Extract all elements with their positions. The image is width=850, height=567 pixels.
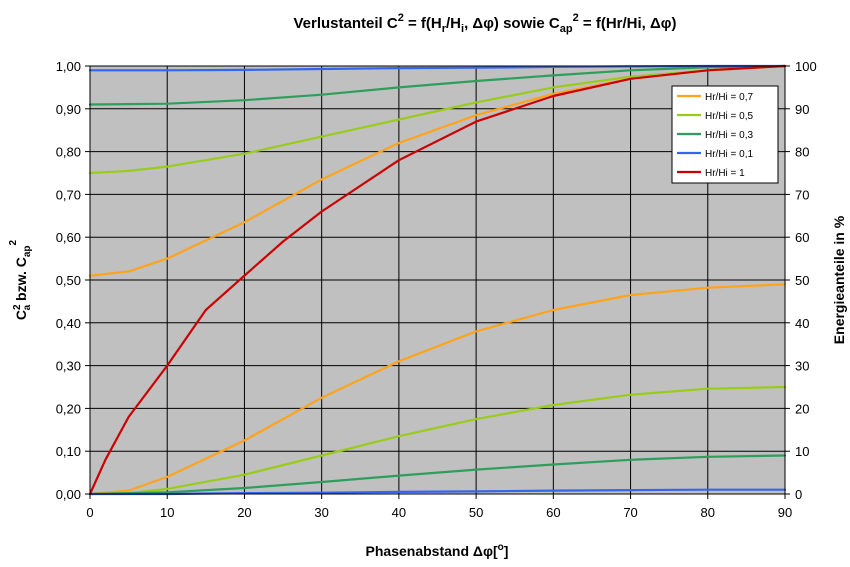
x-axis: 0 10 20 30 40 50 60 70 80 90: [86, 494, 792, 520]
right-y-tick-label: 0: [795, 487, 802, 502]
x-tick-label: 90: [778, 505, 792, 520]
x-tick-label: 10: [160, 505, 174, 520]
legend-label: Hr/Hi = 0,1: [705, 149, 754, 160]
right-y-tick-label: 60: [795, 230, 809, 245]
x-tick-label: 0: [86, 505, 93, 520]
left-y-tick-label: 0,30: [56, 359, 81, 374]
right-y-tick-label: 10: [795, 444, 809, 459]
right-y-tick-label: 80: [795, 145, 809, 160]
x-tick-label: 20: [237, 505, 251, 520]
series-line: [88, 454, 787, 496]
left-y-axis-label: C2a bzw. Cap2: [8, 239, 33, 320]
series-line: [88, 385, 787, 496]
left-y-axis: 0,00 0,10 0,20 0,30 0,40 0,50 0,60 0,70 0,80 0,90…: [56, 59, 90, 502]
x-tick-label: 80: [701, 505, 715, 520]
left-y-tick-label: 1,00: [56, 59, 81, 74]
legend-label: Hr/Hi = 1: [705, 168, 745, 179]
x-tick-label: 60: [546, 505, 560, 520]
right-y-tick-label: 100: [795, 59, 817, 74]
right-y-axis-label: Energieanteile in %: [831, 215, 847, 344]
right-y-tick-label: 30: [795, 359, 809, 374]
left-y-tick-label: 0,70: [56, 187, 81, 202]
legend-label: Hr/Hi = 0,3: [705, 130, 754, 141]
x-tick-label: 30: [314, 505, 328, 520]
left-y-tick-label: 0,10: [56, 444, 81, 459]
left-y-tick-label: 0,00: [56, 487, 81, 502]
x-tick-label: 70: [623, 505, 637, 520]
left-y-tick-label: 0,80: [56, 145, 81, 160]
series-line: [88, 64, 787, 175]
legend-label: Hr/Hi = 0,5: [705, 111, 754, 122]
left-y-tick-label: 0,20: [56, 401, 81, 416]
right-y-tick-label: 50: [795, 273, 809, 288]
right-y-tick-label: 20: [795, 401, 809, 416]
right-y-axis: 0 10 20 30 40 50 60 70 80 90 100: [785, 59, 817, 502]
left-y-tick-label: 0,60: [56, 230, 81, 245]
x-tick-label: 50: [469, 505, 483, 520]
left-y-tick-label: 0,90: [56, 102, 81, 117]
series-line: [88, 283, 787, 496]
legend: Hr/Hi = 0,7 Hr/Hi = 0,5 Hr/Hi = 0,3 Hr/Hi =…: [671, 85, 779, 184]
chart-title: Verlustanteil C2 = f(Hr/Hi, Δφ) sowie Ca…: [293, 12, 676, 35]
right-y-tick-label: 70: [795, 187, 809, 202]
series-line: [88, 64, 787, 106]
series-line: [88, 64, 787, 496]
x-tick-label: 40: [392, 505, 406, 520]
x-axis-label: Phasenabstand Δφ[o]: [366, 542, 509, 559]
series-layer: [88, 64, 787, 496]
left-y-tick-label: 0,40: [56, 316, 81, 331]
legend-label: Hr/Hi = 0,7: [705, 92, 754, 103]
left-y-tick-label: 0,50: [56, 273, 81, 288]
right-y-tick-label: 40: [795, 316, 809, 331]
right-y-tick-label: 90: [795, 102, 809, 117]
